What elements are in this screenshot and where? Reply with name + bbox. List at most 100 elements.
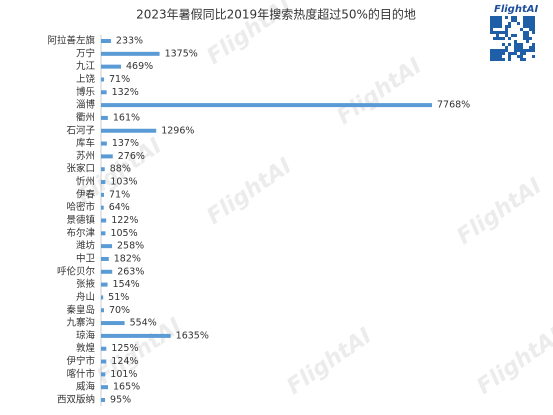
- value-label: 554%: [130, 318, 157, 329]
- value-label: 137%: [112, 138, 139, 149]
- qr-cell: [529, 16, 532, 19]
- qr-cell: [496, 37, 499, 40]
- bar: [101, 64, 121, 69]
- bar: [101, 244, 112, 249]
- qr-cell: [502, 58, 505, 61]
- qr-cell: [499, 22, 502, 25]
- qr-cell: [496, 31, 499, 34]
- category-label: 哈密市: [66, 201, 95, 213]
- bar: [101, 167, 105, 172]
- qr-cell: [523, 22, 526, 25]
- value-label: 182%: [114, 253, 141, 264]
- qr-cell: [523, 52, 526, 55]
- qr-cell: [532, 31, 535, 34]
- category-label: 上饶: [76, 73, 96, 85]
- bar: [101, 308, 104, 313]
- bar: [101, 231, 106, 236]
- qr-cell: [496, 25, 499, 28]
- value-label: 263%: [117, 266, 144, 277]
- category-label: 淄博: [76, 99, 96, 111]
- qr-cell: [505, 49, 508, 52]
- qr-cell: [520, 43, 523, 46]
- chart-title: 2023年暑假同比2019年搜索热度超过50%的目的地: [136, 7, 416, 22]
- qr-cell: [526, 37, 529, 40]
- value-label: 165%: [113, 382, 140, 393]
- qr-cell: [529, 19, 532, 22]
- category-label: 西双版纳: [57, 394, 95, 406]
- logo: FlightAI: [494, 4, 538, 15]
- watermark: FlightAI: [283, 324, 377, 400]
- qr-cell: [493, 49, 496, 52]
- qr-cell: [490, 28, 493, 31]
- qr-cell: [520, 58, 523, 61]
- qr-cell: [502, 43, 505, 46]
- qr-cell: [517, 49, 520, 52]
- qr-cell: [490, 25, 493, 28]
- qr-cell: [499, 49, 502, 52]
- qr-cell: [517, 46, 520, 49]
- bar: [101, 359, 107, 364]
- qr-cell: [523, 34, 526, 37]
- qr-cell: [526, 49, 529, 52]
- category-label: 库车: [76, 137, 95, 149]
- qr-cell: [520, 49, 523, 52]
- qr-cell: [505, 25, 508, 28]
- qr-cell: [493, 31, 496, 34]
- qr-cell: [529, 28, 532, 31]
- qr-cell: [526, 22, 529, 25]
- category-label: 九寨沟: [66, 317, 95, 329]
- qr-cell: [514, 40, 517, 43]
- bar: [101, 77, 105, 82]
- qr-cell: [502, 49, 505, 52]
- category-label: 潍坊: [76, 240, 96, 252]
- qr-cell: [505, 31, 508, 34]
- qr-cell: [532, 19, 535, 22]
- value-label: 88%: [110, 164, 131, 175]
- bar: [101, 115, 108, 120]
- qr-cell: [496, 58, 499, 61]
- bar: [101, 282, 108, 287]
- category-label: 中卫: [76, 252, 96, 264]
- bar: [101, 346, 107, 351]
- qr-cell: [529, 22, 532, 25]
- qr-cell: [520, 52, 523, 55]
- bar: [101, 372, 106, 377]
- qr-cell: [523, 31, 526, 34]
- qr-cell: [490, 58, 493, 61]
- value-label: 1635%: [176, 330, 209, 341]
- category-label: 喀什市: [66, 368, 95, 380]
- qr-cell: [514, 19, 517, 22]
- value-label: 70%: [109, 305, 130, 316]
- value-label: 95%: [110, 395, 131, 406]
- qr-cell: [505, 28, 508, 31]
- qr-cell: [511, 52, 514, 55]
- value-label: 1296%: [161, 125, 194, 136]
- bar: [101, 269, 113, 274]
- category-label: 石河子: [66, 124, 95, 136]
- value-label: 276%: [118, 151, 145, 162]
- qr-cell: [517, 22, 520, 25]
- qr-cell: [496, 34, 499, 37]
- qr-cell: [514, 52, 517, 55]
- category-label: 万宁: [76, 47, 95, 59]
- qr-cell: [496, 19, 499, 22]
- qr-cell: [514, 49, 517, 52]
- qr-cell: [523, 19, 526, 22]
- qr-cell: [490, 49, 493, 52]
- qr-cell: [523, 37, 526, 40]
- bar: [101, 398, 106, 402]
- qr-cell: [526, 31, 529, 34]
- qr-cell: [490, 22, 493, 25]
- category-label: 景德镇: [66, 214, 95, 226]
- qr-cell: [508, 52, 511, 55]
- category-label: 忻州: [76, 176, 95, 188]
- qr-cell: [496, 16, 499, 19]
- qr-cell: [532, 49, 535, 52]
- category-label: 伊春: [76, 188, 96, 200]
- qr-cell: [517, 55, 520, 58]
- value-label: 161%: [113, 112, 140, 123]
- qr-cell: [529, 49, 532, 52]
- qr-cell: [502, 52, 505, 55]
- value-label: 103%: [110, 177, 137, 188]
- watermark: FlightAI: [333, 54, 427, 130]
